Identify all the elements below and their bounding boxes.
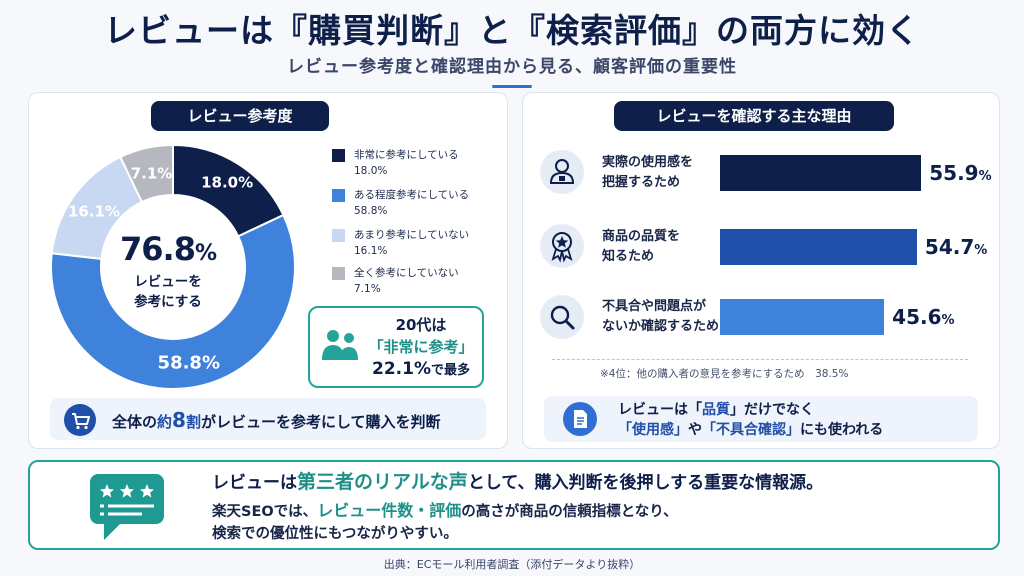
right-note-box (544, 396, 978, 442)
right-note-l1-highlight: 品質 (702, 402, 730, 418)
banner-line2: 楽天SEOでは、レビュー件数・評価の高さが商品の信頼指標となり、 (212, 497, 678, 521)
right-panel-title: レビューを確認する主な理由 (614, 101, 894, 131)
bar-0 (720, 155, 922, 191)
right-note-l2-highlight1: 「使用感」 (618, 422, 688, 438)
reason-3-label: 不具合や問題点が ないか確認するため (602, 297, 719, 337)
cart-icon (64, 404, 96, 436)
donut-chart: 18.0% 58.8% 16.1% 7.1% (50, 143, 296, 390)
bar-value-2: 45.6% (892, 305, 954, 329)
reason-3-line2: ないか確認するため (602, 319, 720, 334)
center-label-line1: レビューを (134, 274, 202, 290)
pie-slice-1 (50, 213, 296, 390)
right-note-l1-post: 」だけでなく (730, 402, 814, 418)
reason-1-line1: 実際の使用感を (602, 155, 694, 170)
legend-value-2: 16.1% (354, 245, 388, 257)
callout-suffix: で最多 (430, 363, 470, 378)
legend-swatch-3 (332, 267, 345, 280)
reason-1-line2: 把握するため (602, 175, 681, 190)
left-note-number: 8 (172, 408, 186, 432)
right-note-line1: レビューは「品質」だけでなく (618, 400, 883, 420)
medal-star-icon (540, 224, 584, 268)
legend-label-0: 非常に参考にしている (354, 149, 459, 161)
bar-value-unit-0: % (978, 169, 992, 184)
review-chat-icon (90, 474, 164, 540)
legend-value-0: 18.0% (354, 165, 388, 177)
bar-value-1: 54.7% (925, 235, 987, 259)
left-note-suffix: がレビューを参考にして購入を判断 (200, 413, 441, 431)
left-note-text: 全体の約8割がレビューを参考にして購入を判断 (112, 408, 441, 432)
donut-center-label: レビューを 参考にする (108, 272, 228, 312)
bar-2 (720, 299, 885, 335)
right-note-l1-pre: レビューは「 (618, 402, 702, 418)
legend-value-1: 58.8% (354, 205, 388, 217)
bar-value-0: 55.9% (929, 161, 991, 185)
callout-value: 22.1% (372, 359, 431, 379)
callout-line3: 22.1%で最多 (362, 358, 480, 382)
pie-label-3: 7.1% (131, 164, 173, 182)
document-icon (563, 402, 597, 436)
legend-label-3: 全く参考にしていない (354, 267, 459, 279)
banner-l1-pre: レビューは (212, 473, 297, 493)
pie-slice-3 (119, 143, 174, 204)
banner-line3: 検索での優位性にもつながりやすい。 (212, 526, 458, 542)
bar-value-number-1: 54.7 (924, 235, 975, 259)
right-note-l2-highlight2: 「不具合確認」 (702, 422, 800, 438)
callout-line2: 「非常に参考」 (368, 338, 474, 356)
footnote: ※4位：他の購入者の意見を参考にするため 38.5% (600, 368, 849, 380)
center-value-unit: % (194, 241, 217, 266)
source-note: 出典：ECモール利用者調査（添付データより抜粋） (383, 558, 641, 571)
center-label-line2: 参考にする (134, 294, 202, 310)
reason-2-line1: 商品の品質を (602, 229, 681, 244)
legend-swatch-1 (332, 189, 345, 202)
pie-label-1: 58.8% (158, 353, 220, 374)
legend-label-2: あまり参考にしていない (354, 229, 470, 241)
left-note-highlight: 約 (157, 413, 173, 431)
banner-l2-highlight: レビュー件数・評価 (317, 501, 462, 520)
callout-line1: 20代は (395, 316, 447, 334)
banner-l2-pre: 楽天SEOでは、 (212, 504, 318, 520)
banner-line1: レビューは第三者のリアルな声として、購入判断を後押しする重要な情報源。 (212, 467, 823, 494)
left-note-box (50, 398, 486, 440)
left-note-prefix: 全体の (112, 413, 158, 431)
right-note-text: レビューは「品質」だけでなく 「使用感」や「不具合確認」にも使われる (618, 400, 883, 440)
dotted-divider (552, 359, 968, 360)
title-underline (492, 85, 532, 88)
banner-l2-post: の高さが商品の信頼指標となり、 (461, 504, 678, 520)
reason-2-line2: 知るため (602, 249, 655, 264)
people-icon (322, 330, 358, 360)
left-note-unit: 割 (185, 413, 201, 431)
bar-value-number-2: 45.6 (892, 305, 942, 329)
bar-value-number-0: 55.9 (929, 161, 979, 185)
legend-swatch-2 (332, 229, 345, 242)
right-note-l2-mid: や (688, 422, 702, 438)
bar-value-unit-1: % (974, 243, 988, 258)
user-lock-icon (540, 150, 584, 194)
banner-l1-highlight: 第三者のリアルな声 (297, 471, 468, 493)
right-note-line2: 「使用感」や「不具合確認」にも使われる (618, 420, 883, 440)
reason-2-label: 商品の品質を 知るため (602, 227, 680, 267)
summary-banner (28, 460, 1000, 550)
right-panel (522, 92, 1000, 449)
bar-1 (720, 229, 917, 265)
reason-3-line1: 不具合や問題点が (602, 299, 707, 314)
main-title: レビューは『購買判断』と『検索評価』の両方に効く (104, 11, 920, 50)
donut-center-value: 76.8% (108, 230, 228, 268)
reason-1-label: 実際の使用感を 把握するため (602, 153, 693, 193)
banner-l1-post: として、購入判断を後押しする重要な情報源。 (467, 473, 824, 493)
right-note-l2-post: にも使われる (800, 422, 884, 438)
magnifier-icon (540, 295, 584, 339)
bar-value-unit-2: % (941, 313, 955, 328)
left-panel-title: レビュー参考度 (151, 101, 329, 131)
legend-value-3: 7.1% (354, 283, 381, 295)
legend-swatch-0 (332, 149, 345, 162)
sub-title: レビュー参考度と確認理由から見る、顧客評価の重要性 (287, 57, 737, 77)
legend-label-1: ある程度参考にしている (354, 189, 470, 201)
pie-label-2: 16.1% (68, 203, 120, 221)
callout-text: 20代は 「非常に参考」 22.1%で最多 (362, 314, 480, 382)
pie-label-0: 18.0% (201, 174, 253, 192)
center-value-number: 76.8 (120, 230, 196, 268)
